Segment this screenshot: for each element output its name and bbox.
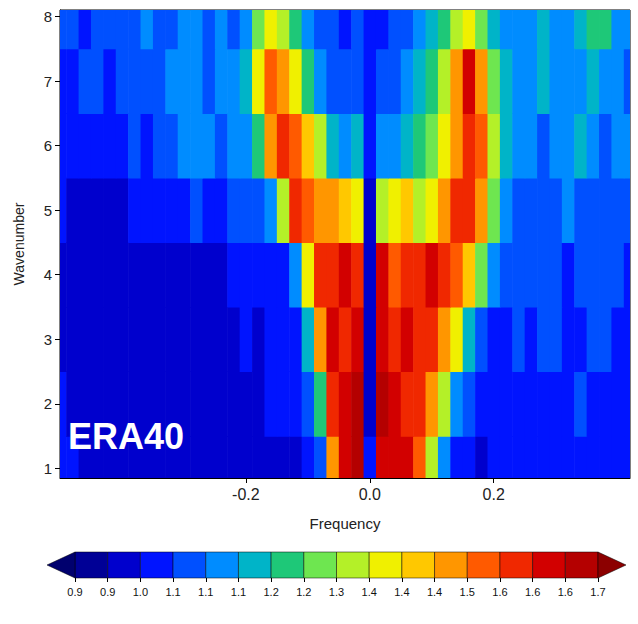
svg-text:1.1: 1.1 bbox=[198, 586, 213, 598]
svg-text:8: 8 bbox=[44, 8, 52, 25]
svg-text:1.7: 1.7 bbox=[590, 586, 605, 598]
svg-text:ERA40: ERA40 bbox=[68, 416, 184, 457]
svg-text:1.4: 1.4 bbox=[362, 586, 377, 598]
svg-text:1.6: 1.6 bbox=[492, 586, 507, 598]
svg-text:1.4: 1.4 bbox=[427, 586, 442, 598]
svg-text:0.0: 0.0 bbox=[359, 486, 381, 503]
svg-text:0.9: 0.9 bbox=[67, 586, 82, 598]
svg-text:1.0: 1.0 bbox=[133, 586, 148, 598]
svg-text:7: 7 bbox=[44, 73, 52, 90]
svg-text:-0.2: -0.2 bbox=[232, 486, 260, 503]
svg-text:1.5: 1.5 bbox=[460, 586, 475, 598]
svg-text:1.1: 1.1 bbox=[231, 586, 246, 598]
svg-text:Wavenumber: Wavenumber bbox=[11, 202, 27, 285]
svg-text:1: 1 bbox=[44, 460, 52, 477]
svg-text:1.4: 1.4 bbox=[394, 586, 409, 598]
svg-text:1.1: 1.1 bbox=[165, 586, 180, 598]
svg-text:2: 2 bbox=[44, 395, 52, 412]
svg-text:0.2: 0.2 bbox=[483, 486, 505, 503]
svg-text:4: 4 bbox=[44, 266, 52, 283]
svg-text:1.6: 1.6 bbox=[525, 586, 540, 598]
svg-text:Frequency: Frequency bbox=[310, 515, 381, 532]
svg-text:6: 6 bbox=[44, 137, 52, 154]
svg-text:5: 5 bbox=[44, 202, 52, 219]
svg-text:1.3: 1.3 bbox=[329, 586, 344, 598]
svg-text:1.6: 1.6 bbox=[558, 586, 573, 598]
svg-text:3: 3 bbox=[44, 331, 52, 348]
svg-text:1.2: 1.2 bbox=[296, 586, 311, 598]
svg-text:0.9: 0.9 bbox=[100, 586, 115, 598]
svg-text:1.2: 1.2 bbox=[263, 586, 278, 598]
